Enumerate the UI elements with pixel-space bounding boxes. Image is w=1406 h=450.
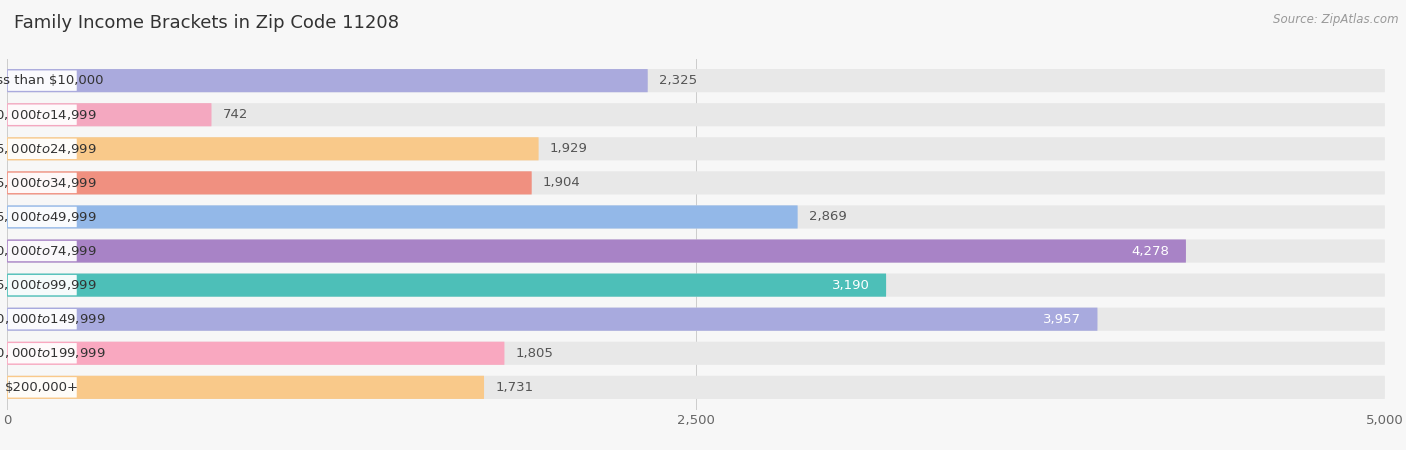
Text: $15,000 to $24,999: $15,000 to $24,999 bbox=[0, 142, 97, 156]
Text: $150,000 to $199,999: $150,000 to $199,999 bbox=[0, 346, 105, 360]
FancyBboxPatch shape bbox=[8, 104, 77, 125]
Text: 742: 742 bbox=[222, 108, 247, 121]
FancyBboxPatch shape bbox=[7, 376, 484, 399]
FancyBboxPatch shape bbox=[7, 205, 1385, 229]
Text: 2,869: 2,869 bbox=[808, 211, 846, 224]
Text: $200,000+: $200,000+ bbox=[6, 381, 79, 394]
FancyBboxPatch shape bbox=[7, 274, 886, 297]
Text: 2,325: 2,325 bbox=[659, 74, 697, 87]
Text: $50,000 to $74,999: $50,000 to $74,999 bbox=[0, 244, 97, 258]
Text: 3,957: 3,957 bbox=[1043, 313, 1081, 326]
FancyBboxPatch shape bbox=[8, 173, 77, 193]
FancyBboxPatch shape bbox=[7, 205, 797, 229]
Text: $25,000 to $34,999: $25,000 to $34,999 bbox=[0, 176, 97, 190]
Text: Family Income Brackets in Zip Code 11208: Family Income Brackets in Zip Code 11208 bbox=[14, 14, 399, 32]
FancyBboxPatch shape bbox=[8, 241, 77, 261]
FancyBboxPatch shape bbox=[7, 137, 1385, 160]
Text: 1,904: 1,904 bbox=[543, 176, 581, 189]
FancyBboxPatch shape bbox=[7, 69, 648, 92]
Text: Source: ZipAtlas.com: Source: ZipAtlas.com bbox=[1274, 14, 1399, 27]
FancyBboxPatch shape bbox=[8, 377, 77, 397]
Text: Less than $10,000: Less than $10,000 bbox=[0, 74, 104, 87]
FancyBboxPatch shape bbox=[8, 343, 77, 364]
FancyBboxPatch shape bbox=[7, 376, 1385, 399]
Text: 1,805: 1,805 bbox=[516, 347, 554, 360]
FancyBboxPatch shape bbox=[7, 103, 1385, 126]
Text: $10,000 to $14,999: $10,000 to $14,999 bbox=[0, 108, 97, 122]
FancyBboxPatch shape bbox=[8, 207, 77, 227]
FancyBboxPatch shape bbox=[7, 137, 538, 160]
Text: 3,190: 3,190 bbox=[832, 279, 869, 292]
FancyBboxPatch shape bbox=[8, 71, 77, 91]
FancyBboxPatch shape bbox=[7, 171, 531, 194]
FancyBboxPatch shape bbox=[7, 103, 211, 126]
FancyBboxPatch shape bbox=[7, 239, 1385, 263]
FancyBboxPatch shape bbox=[8, 139, 77, 159]
FancyBboxPatch shape bbox=[8, 275, 77, 295]
FancyBboxPatch shape bbox=[7, 239, 1185, 263]
FancyBboxPatch shape bbox=[7, 69, 1385, 92]
Text: 1,731: 1,731 bbox=[495, 381, 533, 394]
Text: $35,000 to $49,999: $35,000 to $49,999 bbox=[0, 210, 97, 224]
FancyBboxPatch shape bbox=[7, 308, 1098, 331]
Text: 1,929: 1,929 bbox=[550, 142, 588, 155]
Text: 4,278: 4,278 bbox=[1132, 244, 1170, 257]
FancyBboxPatch shape bbox=[7, 171, 1385, 194]
FancyBboxPatch shape bbox=[7, 342, 1385, 365]
Text: $75,000 to $99,999: $75,000 to $99,999 bbox=[0, 278, 97, 292]
Text: $100,000 to $149,999: $100,000 to $149,999 bbox=[0, 312, 105, 326]
FancyBboxPatch shape bbox=[7, 274, 1385, 297]
FancyBboxPatch shape bbox=[7, 308, 1385, 331]
FancyBboxPatch shape bbox=[7, 342, 505, 365]
FancyBboxPatch shape bbox=[8, 309, 77, 329]
